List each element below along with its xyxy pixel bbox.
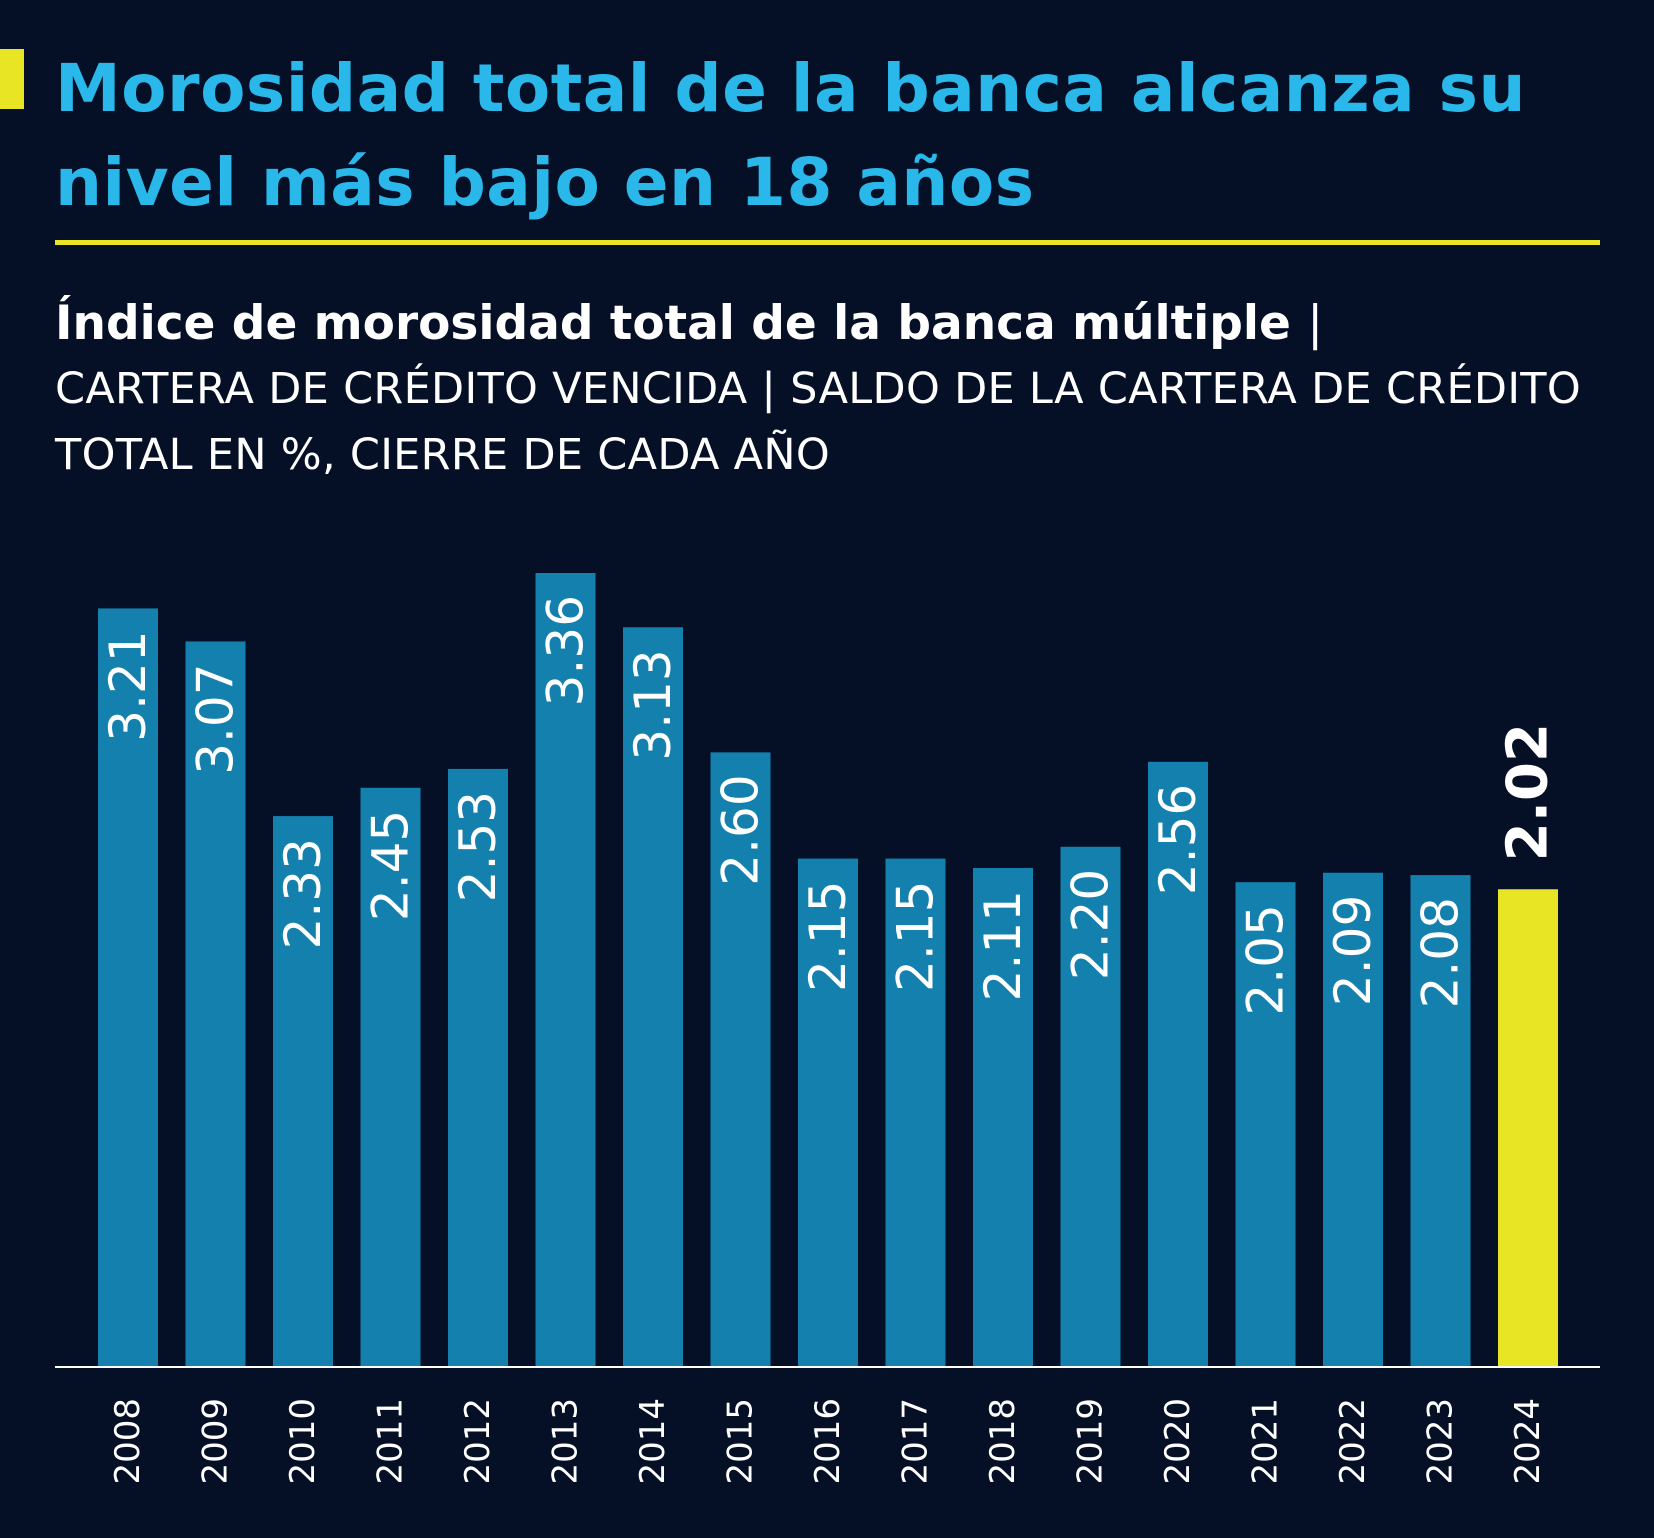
- bar-2020: [1148, 761, 1208, 1366]
- bar-2010: [273, 816, 333, 1366]
- value-label-2011: 2.45: [362, 810, 420, 921]
- x-tick-2016: 2016: [808, 1398, 848, 1485]
- x-tick-2010: 2010: [283, 1398, 323, 1485]
- x-tick-2014: 2014: [633, 1398, 673, 1485]
- subtitle-unit: CARTERA DE CRÉDITO VENCIDA | SALDO DE LA…: [55, 364, 1582, 480]
- value-label-2012: 2.53: [449, 791, 507, 902]
- x-tick-2017: 2017: [896, 1398, 936, 1485]
- bar-2011: [360, 787, 421, 1366]
- title-accent-block: [0, 49, 24, 109]
- bar-2022: [1323, 872, 1383, 1366]
- x-tick-2009: 2009: [196, 1398, 236, 1485]
- bar-2024: [1498, 889, 1558, 1366]
- bar-2013: [535, 573, 596, 1366]
- value-label-2015: 2.60: [712, 774, 770, 885]
- bar-2016: [798, 858, 858, 1366]
- bar-2017: [885, 858, 946, 1366]
- value-label-2021: 2.05: [1237, 904, 1295, 1015]
- x-tick-2013: 2013: [546, 1398, 586, 1485]
- value-label-2022: 2.09: [1324, 895, 1382, 1006]
- x-tick-2020: 2020: [1158, 1398, 1198, 1485]
- subtitle-heading-text: Índice de morosidad total de la banca mú…: [55, 296, 1291, 351]
- subtitle-heading: Índice de morosidad total de la banca mú…: [55, 292, 1615, 356]
- x-tick-2015: 2015: [721, 1398, 761, 1485]
- bar-2019: [1060, 846, 1121, 1366]
- bar-2009: [185, 641, 246, 1366]
- value-label-2016: 2.15: [799, 881, 857, 992]
- chart-subtitle: Índice de morosidad total de la banca mú…: [55, 292, 1615, 488]
- bar-2014: [623, 627, 683, 1366]
- x-tick-2023: 2023: [1421, 1398, 1461, 1485]
- x-tick-2008: 2008: [108, 1398, 148, 1485]
- chart-title: Morosidad total de la banca alcanza su n…: [55, 50, 1526, 221]
- value-label-2010: 2.33: [274, 838, 332, 949]
- bar-2018: [973, 868, 1033, 1366]
- value-label-2023: 2.08: [1412, 897, 1470, 1008]
- title-divider: [55, 240, 1600, 245]
- value-label-2013: 3.36: [537, 595, 595, 706]
- bar-2023: [1410, 875, 1471, 1366]
- value-label-2009: 3.07: [187, 663, 245, 774]
- bar-2012: [448, 768, 508, 1366]
- value-label-2018: 2.11: [974, 890, 1032, 1001]
- value-label-2014: 3.13: [624, 649, 682, 760]
- x-tick-2012: 2012: [458, 1398, 498, 1485]
- value-label-2017: 2.15: [887, 881, 945, 992]
- x-tick-2019: 2019: [1071, 1398, 1111, 1485]
- bar-2008: [98, 608, 158, 1366]
- bar-2015: [710, 752, 771, 1366]
- value-label-2020: 2.56: [1149, 784, 1207, 895]
- x-tick-2024: 2024: [1508, 1398, 1548, 1485]
- value-label-2024: 2.02: [1496, 723, 1561, 861]
- x-tick-2018: 2018: [983, 1398, 1023, 1485]
- x-tick-2022: 2022: [1333, 1398, 1373, 1485]
- x-tick-2011: 2011: [371, 1398, 411, 1485]
- bar-2021: [1235, 882, 1296, 1366]
- value-label-2019: 2.20: [1062, 869, 1120, 980]
- value-label-2008: 3.21: [99, 630, 157, 741]
- x-tick-2021: 2021: [1246, 1398, 1286, 1485]
- subtitle-separator: |: [1307, 296, 1324, 351]
